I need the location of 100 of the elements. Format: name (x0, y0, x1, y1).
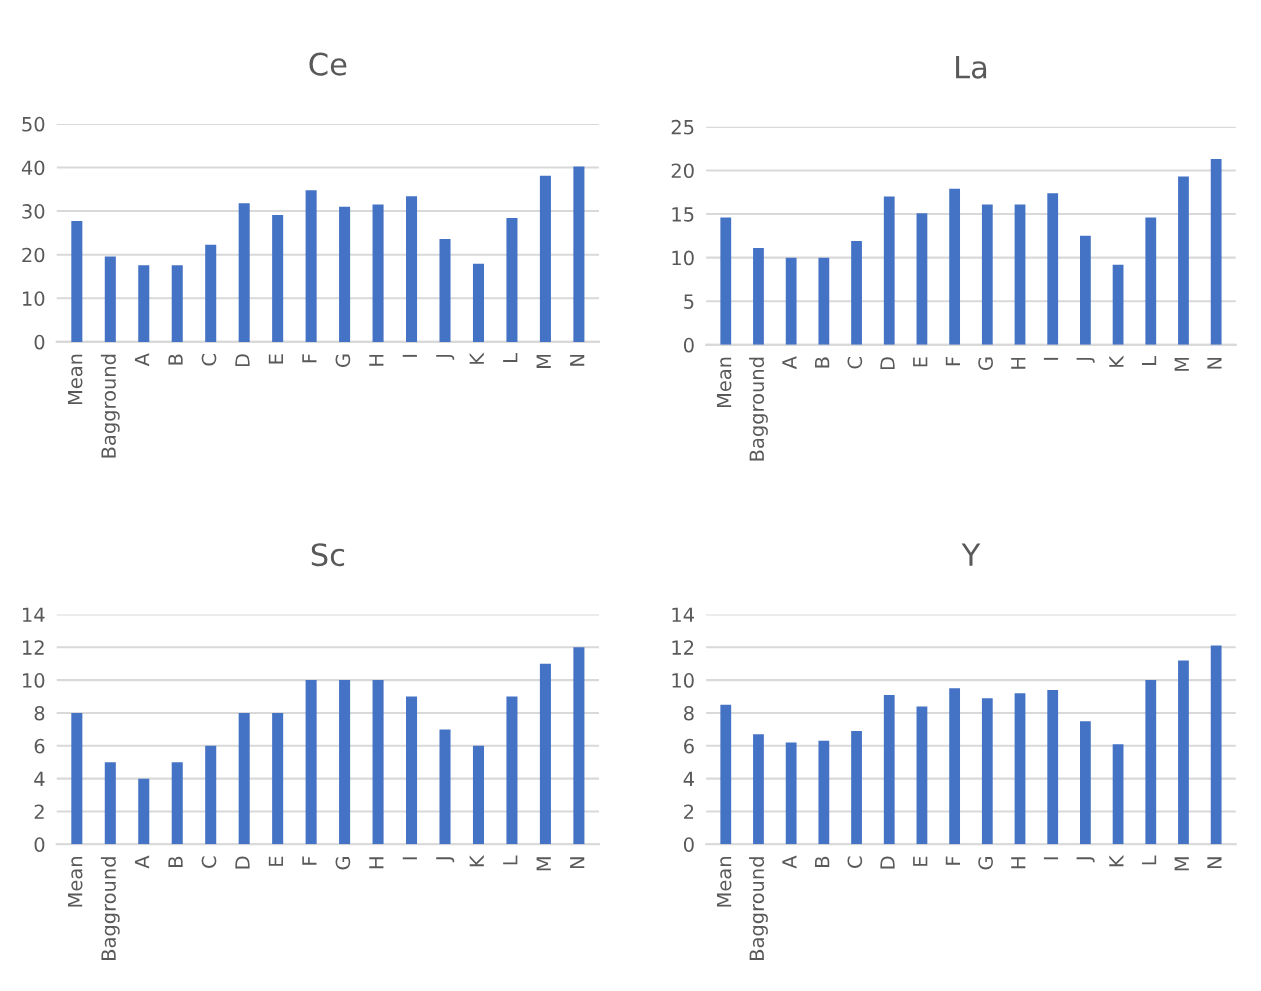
x-tick-label: D (880, 357, 895, 370)
bar (720, 217, 732, 345)
bar (406, 196, 418, 342)
bar (238, 203, 250, 342)
x-tick-label: F (945, 357, 960, 366)
x-tick-label: L (503, 855, 518, 865)
x-tick-label: I (1043, 357, 1059, 360)
y-tick-label: 6 (34, 738, 45, 754)
x-tick-label: K (469, 352, 484, 364)
bar (883, 196, 895, 345)
y-tick-label: 14 (672, 607, 694, 622)
bar (539, 175, 551, 342)
x-tick-label: G (978, 857, 993, 870)
bar (138, 265, 150, 342)
y-tick-label: 12 (23, 640, 44, 655)
x-tick-label: H (1011, 857, 1026, 869)
x-tick-label: G (978, 357, 993, 370)
y-tick-label: 20 (22, 247, 45, 263)
y-tick-label: 8 (684, 705, 694, 721)
bar (506, 218, 518, 342)
x-tick-label: N (570, 857, 585, 869)
x-tick-label: Bagground (100, 354, 120, 458)
x-tick-label: C (201, 354, 217, 366)
bar (785, 742, 797, 845)
x-tick-label: C (201, 856, 217, 868)
bar (916, 213, 928, 345)
y-tick-label: 25 (671, 119, 694, 135)
bar (439, 729, 451, 845)
y-tick-label: 4 (34, 771, 45, 787)
chart-title: Y (961, 543, 981, 566)
bar (171, 265, 183, 342)
bar (851, 241, 862, 345)
x-tick-label: F (302, 856, 317, 865)
bar (1145, 680, 1157, 845)
y-tick-label: 6 (684, 738, 694, 754)
bar (1178, 660, 1189, 845)
bar (949, 688, 961, 845)
bar (1047, 689, 1059, 845)
bar (573, 647, 585, 845)
x-tick-label: Mean (68, 857, 83, 907)
x-tick-label: H (1011, 357, 1026, 369)
bar (171, 762, 183, 845)
bar (981, 204, 993, 345)
x-tick-label: G (335, 354, 351, 367)
y-tick-label: 0 (34, 837, 45, 852)
x-tick-label: M (536, 857, 551, 871)
x-tick-label: A (782, 855, 797, 869)
bar (1080, 235, 1091, 345)
bar (981, 698, 993, 845)
bar (1047, 193, 1059, 345)
chart-title: Ce (309, 52, 347, 76)
bar (439, 238, 451, 342)
bar (372, 204, 384, 342)
x-tick-label: H (369, 354, 384, 366)
x-tick-label: I (1043, 857, 1059, 860)
y-tick-label: 30 (22, 204, 45, 219)
x-tick-label: K (469, 855, 484, 867)
y-tick-label: 2 (684, 804, 694, 819)
bar (753, 248, 764, 345)
y-tick-label: 15 (672, 207, 694, 222)
bar (71, 712, 83, 845)
y-tick-label: 5 (684, 294, 694, 309)
bar (472, 745, 484, 845)
x-tick-label: M (1174, 857, 1189, 871)
x-tick-label: A (134, 353, 150, 367)
x-tick-label: M (536, 354, 551, 368)
x-tick-label: L (1141, 855, 1157, 865)
x-tick-label: M (1174, 357, 1189, 371)
y-tick-label: 10 (23, 673, 45, 688)
x-tick-label: B (168, 354, 183, 365)
y-tick-label: 10 (23, 291, 45, 306)
x-tick-label: Mean (716, 857, 732, 907)
bar (272, 215, 284, 342)
x-tick-label: D (235, 354, 250, 367)
x-tick-label: G (335, 857, 351, 870)
y-tick-label: 2 (34, 804, 44, 819)
chart-title: Sc (311, 543, 345, 567)
bar (1014, 693, 1026, 845)
y-tick-label: 14 (23, 607, 45, 622)
bar (573, 166, 585, 342)
bar (785, 257, 797, 345)
x-tick-label: B (168, 856, 183, 867)
x-tick-label: E (913, 856, 928, 866)
x-tick-label: E (268, 354, 284, 364)
bar (205, 244, 217, 342)
y-tick-label: 10 (672, 673, 694, 688)
x-tick-label: J (1076, 857, 1095, 863)
bar (753, 734, 764, 845)
x-tick-label: Mean (716, 357, 732, 408)
x-tick-label: I (402, 857, 417, 860)
bar (818, 257, 830, 345)
x-tick-label: C (847, 357, 863, 369)
x-tick-label: N (1207, 357, 1222, 369)
bar (1014, 204, 1026, 345)
x-tick-label: B (815, 357, 830, 368)
x-tick-label: A (782, 356, 797, 370)
bar (339, 206, 351, 342)
x-tick-label: D (235, 856, 250, 869)
chart-title: La (956, 55, 987, 79)
x-tick-label: F (945, 856, 960, 865)
